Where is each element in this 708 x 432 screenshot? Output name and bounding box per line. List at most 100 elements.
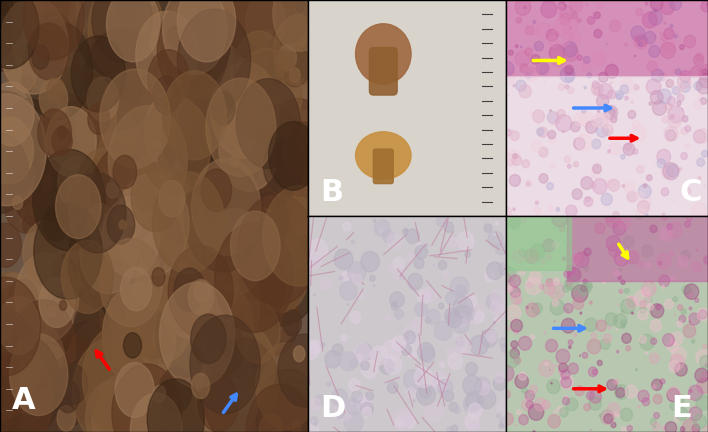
Circle shape [152,267,165,286]
Circle shape [542,400,550,410]
Circle shape [57,406,75,431]
Circle shape [563,285,569,292]
Circle shape [263,0,310,44]
Circle shape [518,337,532,350]
Circle shape [631,26,645,41]
Circle shape [668,106,684,123]
Circle shape [379,359,394,374]
Circle shape [563,397,569,405]
Circle shape [48,353,98,425]
Circle shape [294,346,305,362]
Circle shape [59,365,88,404]
Circle shape [694,101,702,109]
Circle shape [559,2,566,10]
Circle shape [568,87,573,93]
Circle shape [464,395,480,413]
Circle shape [273,15,324,86]
Circle shape [130,276,193,363]
Circle shape [658,261,661,265]
Circle shape [644,295,651,303]
Circle shape [638,390,649,402]
Circle shape [79,296,91,312]
Circle shape [88,0,164,82]
Circle shape [156,188,207,261]
Circle shape [113,156,137,189]
Circle shape [495,373,504,383]
Circle shape [532,110,544,123]
Circle shape [291,204,313,234]
Circle shape [171,245,190,273]
Circle shape [455,305,472,324]
Circle shape [215,222,293,332]
Circle shape [166,277,210,338]
Circle shape [605,105,617,120]
Circle shape [188,129,209,158]
Circle shape [107,8,165,89]
Circle shape [699,73,708,88]
Circle shape [699,64,708,82]
Circle shape [131,163,180,232]
Circle shape [544,362,548,366]
Circle shape [654,9,657,13]
Circle shape [112,364,182,432]
Circle shape [230,379,241,396]
Circle shape [47,95,91,154]
Circle shape [185,19,194,30]
Circle shape [641,281,656,296]
Circle shape [665,103,672,111]
Circle shape [271,258,282,274]
Circle shape [190,251,239,319]
Circle shape [230,29,274,91]
Circle shape [10,334,68,416]
Circle shape [645,214,648,217]
Circle shape [638,406,640,408]
Circle shape [382,340,401,361]
Circle shape [201,169,232,212]
Circle shape [194,280,210,303]
Circle shape [657,149,670,164]
Circle shape [611,417,612,418]
Circle shape [75,0,117,38]
Circle shape [587,339,601,354]
Circle shape [356,397,370,412]
Circle shape [18,126,45,165]
Circle shape [406,253,414,262]
Circle shape [636,9,643,16]
Circle shape [229,242,281,314]
Circle shape [593,178,607,194]
Circle shape [620,79,634,93]
Circle shape [653,289,655,291]
Circle shape [619,289,623,293]
Circle shape [663,162,679,180]
Circle shape [384,356,401,375]
Circle shape [571,13,578,19]
Circle shape [572,285,588,302]
Circle shape [104,292,127,324]
Circle shape [696,350,708,365]
Circle shape [552,299,559,306]
Circle shape [563,18,578,34]
Circle shape [430,371,447,390]
Circle shape [576,134,592,151]
Circle shape [617,216,631,230]
Circle shape [72,338,150,432]
Circle shape [350,359,358,368]
Circle shape [314,294,315,295]
Circle shape [461,348,466,353]
Circle shape [115,318,142,354]
Circle shape [113,324,125,341]
Circle shape [230,156,239,168]
Circle shape [594,12,600,19]
Circle shape [389,292,404,308]
Circle shape [23,0,84,60]
Circle shape [694,55,704,66]
Circle shape [607,213,616,222]
Circle shape [552,210,568,227]
Circle shape [684,35,696,48]
Circle shape [159,147,175,170]
Circle shape [5,48,38,93]
Circle shape [357,395,372,411]
Circle shape [444,222,454,232]
Circle shape [670,402,678,410]
Circle shape [526,182,530,186]
